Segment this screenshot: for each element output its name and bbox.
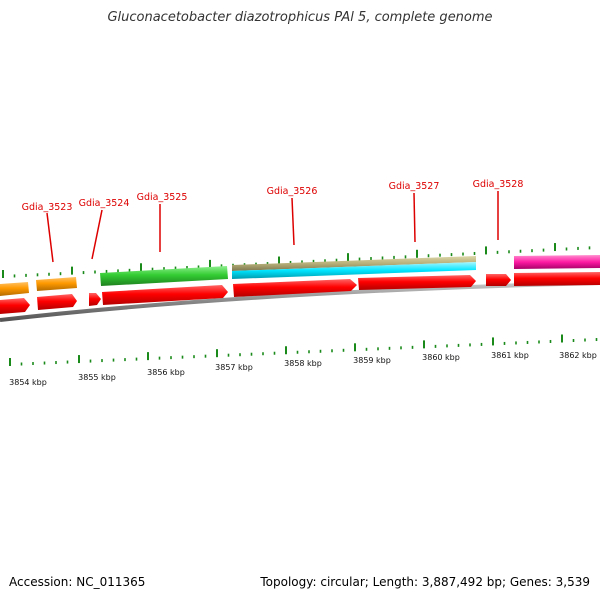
feature-orange-2 xyxy=(36,277,77,291)
gene-label-gdia-3526: Gdia_3526 xyxy=(267,186,318,197)
cds-arrow-3 xyxy=(89,293,101,306)
feature-tan xyxy=(232,256,476,271)
kbp-label-3862: 3862 kbp xyxy=(559,351,597,360)
cds-arrow-2 xyxy=(37,294,77,310)
page-title: Gluconacetobacter diazotrophicus PAl 5, … xyxy=(107,10,493,25)
kbp-label-3857: 3857 kbp xyxy=(215,363,253,372)
cds-arrow-1 xyxy=(0,298,30,314)
leader-gdia-3527 xyxy=(413,192,416,243)
gene-label-gdia-3525: Gdia_3525 xyxy=(137,192,188,203)
cds-arrow-4 xyxy=(102,285,228,305)
accession-text: Accession: NC_011365 xyxy=(9,575,146,589)
gene-label-leaders xyxy=(46,191,499,263)
gene-label-gdia-3527: Gdia_3527 xyxy=(389,181,440,192)
gene-label-gdia-3524: Gdia_3524 xyxy=(79,198,130,209)
gene-label-gdia-3528: Gdia_3528 xyxy=(473,179,524,190)
cds-arrow-8 xyxy=(514,272,600,286)
kbp-label-3860: 3860 kbp xyxy=(422,353,460,362)
feature-green xyxy=(100,266,228,286)
kbp-label-3858: 3858 kbp xyxy=(284,359,322,368)
feature-orange-1 xyxy=(0,282,29,296)
kbp-label-3859: 3859 kbp xyxy=(353,356,391,365)
leader-gdia-3523 xyxy=(46,212,54,263)
kbp-label-3854: 3854 kbp xyxy=(9,378,47,387)
kbp-ruler-ticks xyxy=(9,334,598,366)
gene-label-gdia-3523: Gdia_3523 xyxy=(22,202,73,213)
leader-gdia-3526 xyxy=(291,197,295,246)
cds-arrow-6 xyxy=(358,275,476,290)
leader-gdia-3524 xyxy=(91,209,103,260)
kbp-label-3856: 3856 kbp xyxy=(147,368,185,377)
feature-cyan xyxy=(232,262,476,279)
feature-magenta xyxy=(514,255,600,269)
genome-summary-text: Topology: circular; Length: 3,887,492 bp… xyxy=(260,575,590,589)
kbp-label-3861: 3861 kbp xyxy=(491,351,529,360)
kbp-label-3855: 3855 kbp xyxy=(78,373,116,382)
cds-arrow-7 xyxy=(486,274,511,286)
cds-arrow-5 xyxy=(233,279,357,297)
